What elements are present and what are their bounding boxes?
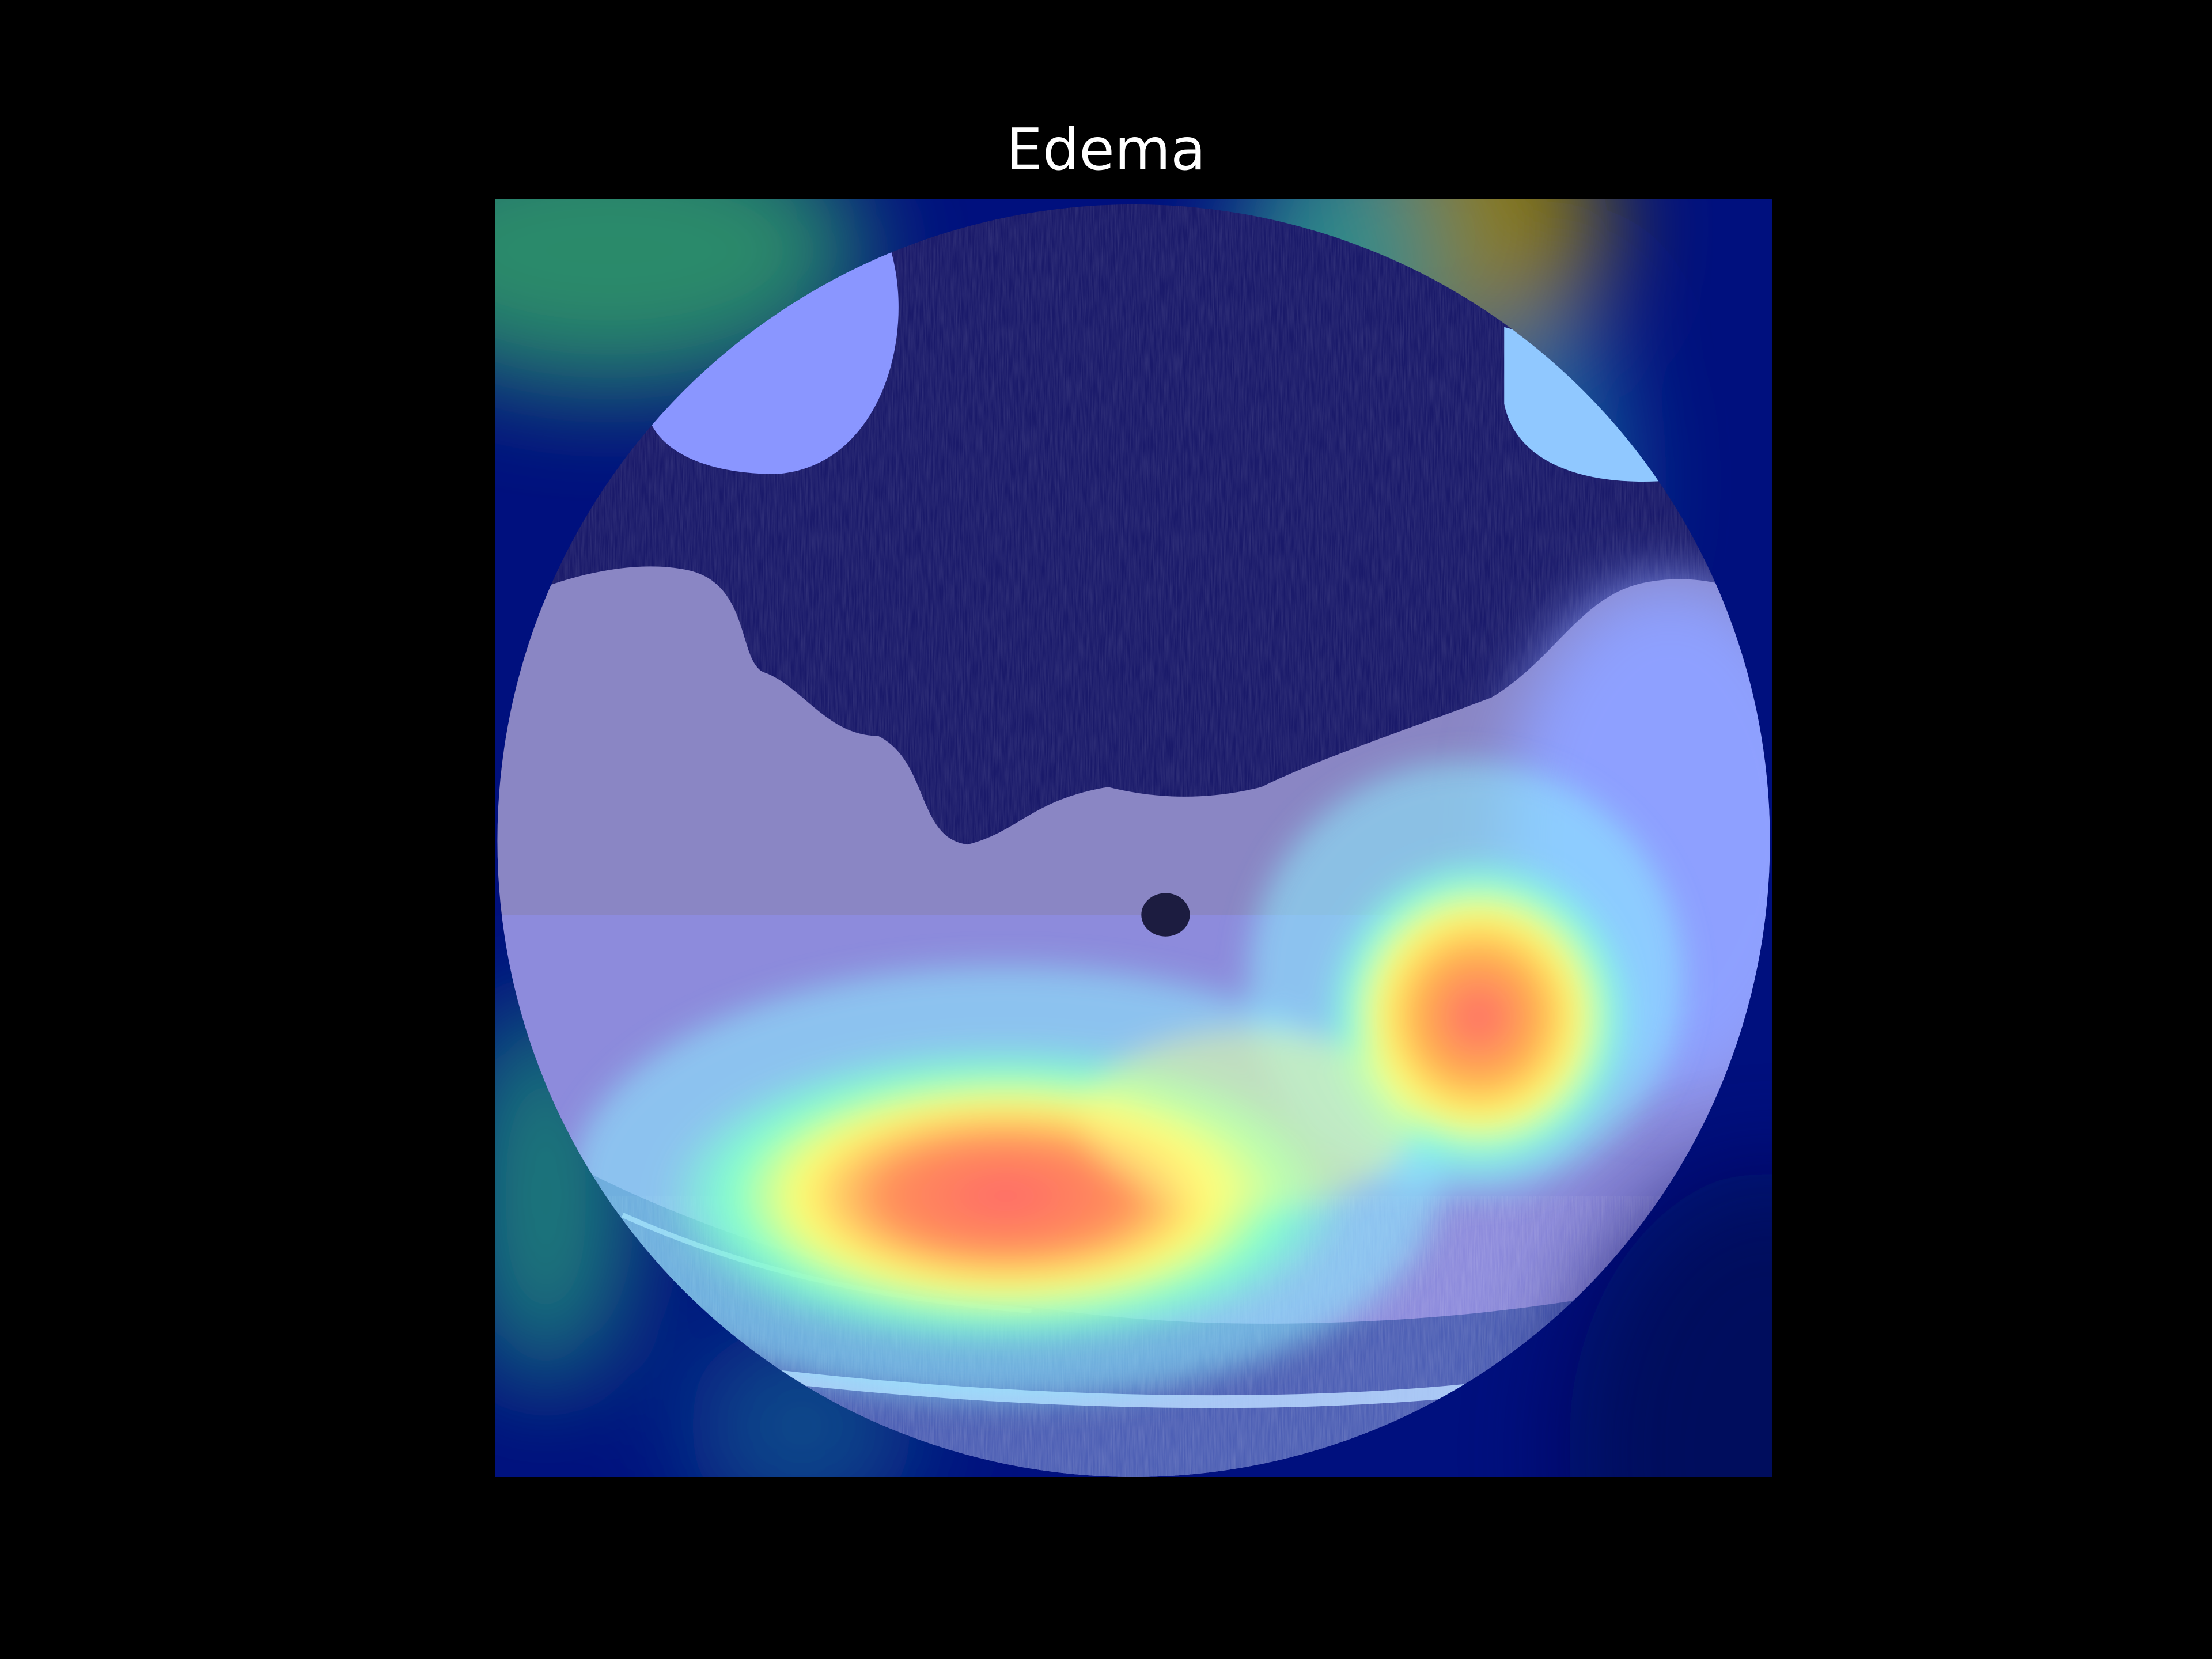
ct-slice: [497, 204, 1770, 1477]
heatmap-image: [495, 199, 1772, 1477]
figure-title: Edema: [1006, 116, 1206, 183]
heatmap-hotspots: [571, 761, 1683, 1400]
